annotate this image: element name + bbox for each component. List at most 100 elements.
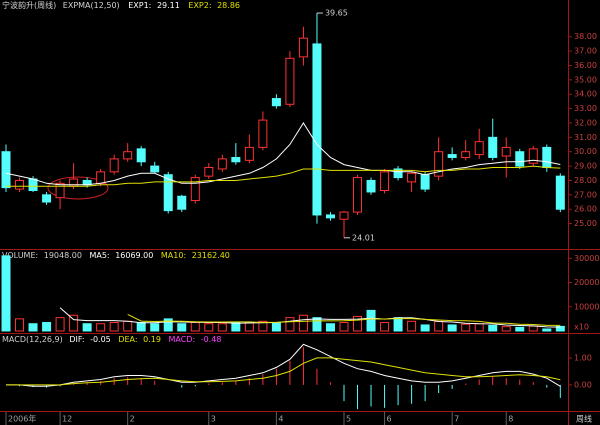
candle-body <box>461 151 471 158</box>
y-tick-label: 38.00 <box>574 32 597 41</box>
volume-bar <box>96 323 106 332</box>
legend-value: 28.86 <box>217 1 240 10</box>
volume-bar <box>325 323 335 332</box>
candle-body <box>271 98 281 107</box>
candle-body <box>393 168 403 179</box>
volume-bar <box>393 317 403 332</box>
y-tick-label: 10000 <box>574 302 599 311</box>
volume-bar <box>285 317 295 332</box>
volume-bar <box>109 322 119 332</box>
volume-bar <box>82 323 92 332</box>
x-tick-label: 8 <box>508 415 513 424</box>
volume-bar <box>555 325 565 332</box>
volume-bar <box>190 322 200 332</box>
volume-bar <box>163 318 173 332</box>
legend-value: 0.19 <box>143 335 161 344</box>
candle-body <box>204 167 214 177</box>
price-header: 宁波韵升(周线) EXPMA(12,50) EXP1: 29.11 EXP2: … <box>2 0 240 10</box>
candle-body <box>177 195 187 210</box>
volume-bar <box>1 255 11 332</box>
x-tick-label: 6 <box>387 415 392 424</box>
indicator-line <box>59 307 561 328</box>
candle-body <box>15 179 25 190</box>
volume-bar <box>136 322 146 332</box>
candle-body <box>528 148 538 164</box>
y-tick-label: 32.00 <box>574 118 597 127</box>
candle-body <box>258 119 268 148</box>
volume-bar <box>501 326 511 332</box>
indicator-line <box>6 343 561 387</box>
highlight-ellipse <box>47 176 109 200</box>
volume-bar <box>528 325 538 332</box>
y-tick-label: 0.00 <box>574 380 592 389</box>
candle-body <box>474 141 484 156</box>
volume-bar <box>15 318 25 332</box>
volume-bar <box>461 323 471 332</box>
x-tick-label: 4 <box>278 415 283 424</box>
volume-bar <box>420 324 430 332</box>
y-tick-label: 33.00 <box>574 104 597 113</box>
volume-bar <box>298 314 308 332</box>
candle-body <box>285 57 295 105</box>
volume-title: VOLUME: <box>2 251 38 260</box>
legend-name: MACD: <box>168 335 195 344</box>
legend-value: 16069.00 <box>115 251 153 260</box>
candle-body <box>542 146 552 169</box>
candle-body <box>366 179 376 193</box>
volume-bar <box>407 320 417 332</box>
legend-name: EXP2: <box>188 1 211 10</box>
volume-bar <box>217 323 227 332</box>
indicator-line <box>6 165 561 187</box>
y-tick-label: 29.00 <box>574 162 597 171</box>
candle-body <box>325 214 335 219</box>
volume-bar <box>447 324 457 332</box>
volume-bar <box>515 326 525 332</box>
x-tick-label: 2 <box>130 415 135 424</box>
y-tick-label: 30.00 <box>574 147 597 156</box>
y-tick-label: 35.00 <box>574 75 597 84</box>
candle-body <box>420 174 430 190</box>
volume-bar <box>271 322 281 332</box>
x-tick-label: 7 <box>454 415 459 424</box>
macd-title: MACD(12,26,9) <box>2 335 63 344</box>
candle-body <box>555 175 565 210</box>
volume-bar <box>353 315 363 332</box>
legend-name: MA10: <box>161 251 186 260</box>
candle-body <box>136 148 146 163</box>
legend-name: DIF: <box>69 335 84 344</box>
y-tick-label: 26.00 <box>574 205 597 214</box>
y-tick-label: 34.00 <box>574 90 597 99</box>
volume-bar <box>244 322 254 332</box>
volume-bar <box>231 322 241 332</box>
x-tick-label: 12 <box>62 415 72 424</box>
volume-bar <box>123 320 133 332</box>
x-tick-label: 3 <box>211 415 216 424</box>
candle-body <box>353 177 363 213</box>
x-tick-label: 2006年 <box>8 414 36 424</box>
legend-value: 29.11 <box>157 1 180 10</box>
candle-body <box>339 211 349 220</box>
legend-value: -0.48 <box>201 335 222 344</box>
volume-header: VOLUME: 19048.00 MA5: 16069.00 MA10: 231… <box>2 251 230 260</box>
y-tick-label: 20000 <box>574 278 599 287</box>
volume-bar <box>258 320 268 332</box>
high-annotation: 39.65 <box>325 9 348 18</box>
macd-header: MACD(12,26,9) DIF: -0.05 DEA: 0.19 MACD:… <box>2 335 221 344</box>
y-tick-label: 25.00 <box>574 219 597 228</box>
legend-name: EXP1: <box>128 1 151 10</box>
candle-body <box>163 174 173 212</box>
legend-value: 23162.40 <box>192 251 230 260</box>
candle-body <box>407 172 417 183</box>
period-label: 周线 <box>576 414 592 424</box>
volume-bar <box>542 328 552 332</box>
candle-body <box>42 194 52 203</box>
legend-name: MA5: <box>89 251 109 260</box>
legend-name: DEA: <box>118 335 137 344</box>
candle-body <box>312 43 322 216</box>
candle-body <box>123 151 133 160</box>
candle-body <box>244 146 254 161</box>
volume-bar <box>488 324 498 332</box>
indicator-name: EXPMA(12,50) <box>63 1 120 10</box>
